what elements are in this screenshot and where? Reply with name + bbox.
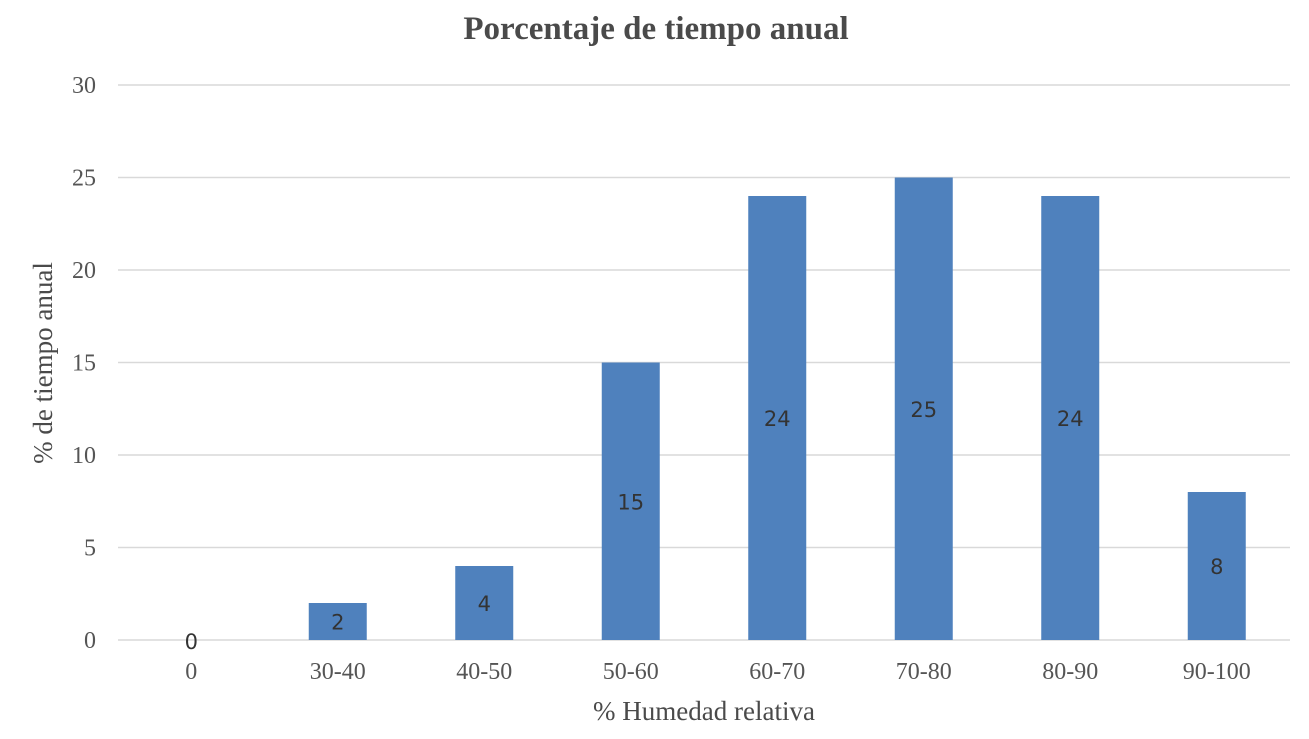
bars — [308, 177, 1246, 640]
bar-30-40 — [308, 603, 367, 640]
y-tick-label: 20 — [72, 258, 96, 284]
bar-40-50 — [455, 566, 514, 640]
y-tick-label: 10 — [72, 443, 96, 469]
y-axis-ticks: 0 5 10 15 20 25 30 — [72, 73, 96, 654]
data-label-70-80: 25 — [910, 398, 937, 422]
y-tick-label: 5 — [84, 536, 96, 562]
data-label-80-90: 24 — [1057, 407, 1084, 431]
x-tick-label: 80-90 — [1042, 659, 1098, 685]
x-tick-label: 0 — [185, 659, 197, 685]
x-tick-label: 60-70 — [749, 659, 805, 685]
y-tick-label: 25 — [72, 166, 96, 192]
data-label-90-100: 8 — [1210, 555, 1223, 579]
y-axis-title: % de tiempo anual — [28, 262, 58, 464]
y-tick-label: 30 — [72, 73, 96, 99]
x-axis-title: % Humedad relativa — [593, 696, 815, 726]
bar-50-60 — [601, 362, 660, 640]
data-label-30-40: 2 — [331, 611, 344, 635]
chart-title: Porcentaje de tiempo anual — [463, 11, 848, 47]
bar-60-70 — [748, 196, 807, 640]
bar-80-90 — [1041, 196, 1100, 640]
bar-90-100 — [1187, 492, 1246, 640]
x-axis-ticks: 0 30-40 40-50 50-60 60-70 70-80 80-90 90-100 — [185, 659, 1251, 685]
x-tick-label: 70-80 — [896, 659, 952, 685]
bar-70-80 — [894, 177, 953, 640]
x-tick-label: 90-100 — [1183, 659, 1251, 685]
y-tick-label: 0 — [84, 628, 96, 654]
data-label-60-70: 24 — [764, 407, 791, 431]
x-tick-label: 40-50 — [456, 659, 512, 685]
data-label-50-60: 15 — [617, 490, 644, 514]
data-label-40-50: 4 — [478, 592, 491, 616]
gridlines — [118, 84, 1290, 641]
data-label-0: 0 — [185, 630, 198, 654]
x-tick-label: 50-60 — [603, 659, 659, 685]
y-tick-label: 15 — [72, 351, 96, 377]
x-tick-label: 30-40 — [310, 659, 366, 685]
